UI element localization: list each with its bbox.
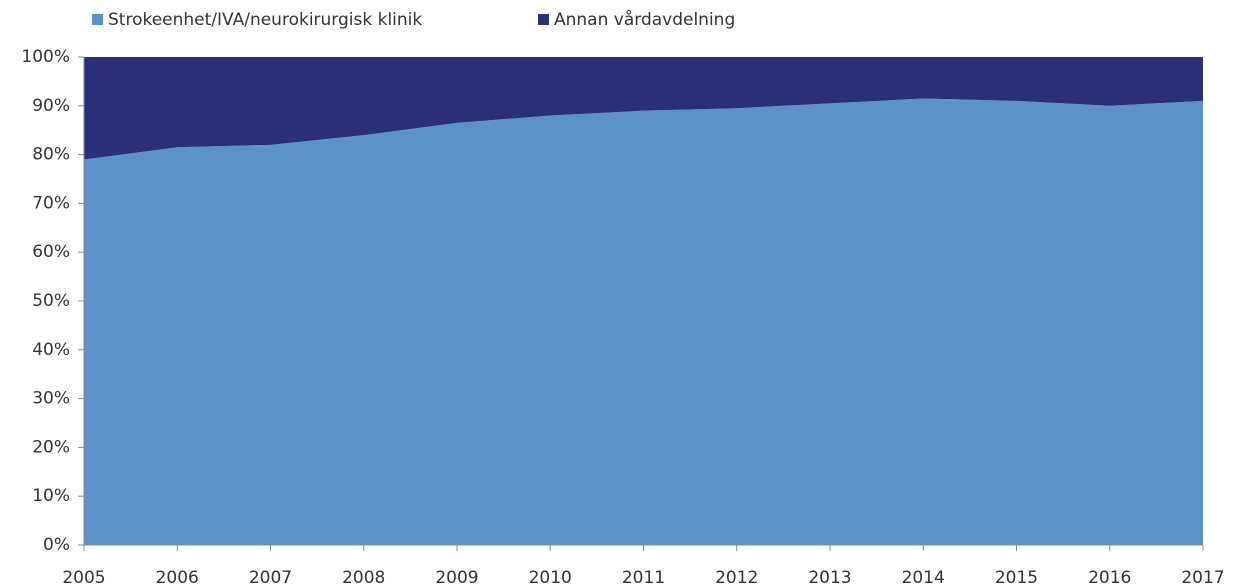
x-tick-label: 2006 bbox=[156, 568, 199, 588]
y-tick-label: 70% bbox=[32, 193, 70, 213]
legend-label: Strokeenhet/IVA/neurokirurgisk klinik bbox=[108, 10, 422, 30]
x-tick-label: 2014 bbox=[902, 568, 945, 588]
x-tick-label: 2017 bbox=[1181, 568, 1224, 588]
y-tick-label: 10% bbox=[32, 486, 70, 506]
area bbox=[84, 98, 1203, 545]
y-tick-label: 80% bbox=[32, 145, 70, 165]
x-tick-label: 2011 bbox=[622, 568, 665, 588]
x-tick-label: 2012 bbox=[715, 568, 758, 588]
y-tick-label: 90% bbox=[32, 96, 70, 116]
y-tick-label: 0% bbox=[43, 535, 70, 555]
y-tick-label: 40% bbox=[32, 340, 70, 360]
y-tick-label: 100% bbox=[21, 47, 70, 67]
legend-swatch bbox=[538, 14, 549, 25]
y-tick-label: 60% bbox=[32, 242, 70, 262]
x-tick-label: 2009 bbox=[435, 568, 478, 588]
x-tick-label: 2013 bbox=[808, 568, 851, 588]
x-tick-label: 2010 bbox=[529, 568, 572, 588]
x-tick-label: 2005 bbox=[62, 568, 105, 588]
legend-label: Annan vårdavdelning bbox=[554, 9, 735, 30]
y-tick-label: 30% bbox=[32, 389, 70, 409]
x-tick-label: 2015 bbox=[995, 568, 1038, 588]
legend-swatch bbox=[92, 14, 103, 25]
x-tick-label: 2008 bbox=[342, 568, 385, 588]
area bbox=[84, 57, 1203, 160]
y-tick-label: 20% bbox=[32, 437, 70, 457]
x-tick-label: 2007 bbox=[249, 568, 292, 588]
y-tick-label: 50% bbox=[32, 291, 70, 311]
x-tick-label: 2016 bbox=[1088, 568, 1131, 588]
